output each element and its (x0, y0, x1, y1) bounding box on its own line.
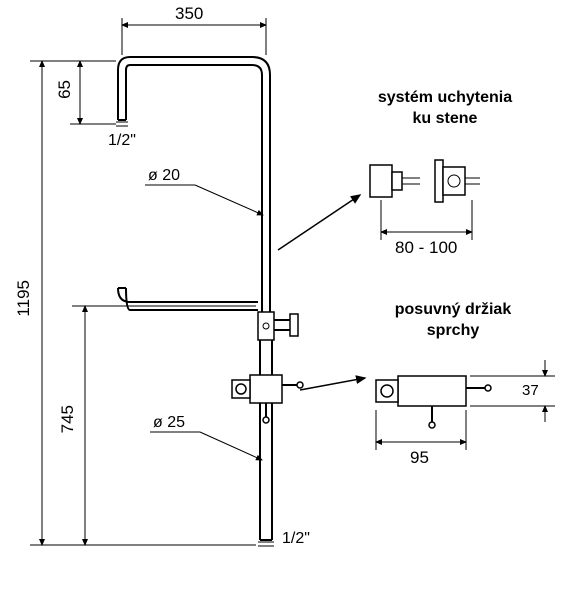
dim-65 (70, 61, 116, 124)
dia25-label: ø 25 (153, 414, 185, 432)
wall-mount-detail (370, 160, 480, 240)
leader-dia25 (150, 432, 262, 460)
holder-title-line1: posuvný držiak (395, 301, 511, 318)
arrow-to-holder (300, 378, 365, 390)
slider-holder-main (232, 375, 303, 423)
leader-dia20 (145, 185, 263, 215)
dim-350-label: 350 (175, 4, 203, 24)
arrow-to-mount (278, 195, 360, 250)
thread-top-label: 1/2" (108, 132, 136, 150)
mount-title-line2: ku stene (413, 110, 478, 127)
thread-bottom-label: 1/2" (282, 530, 310, 548)
slider-holder-detail (376, 360, 555, 450)
dim-1195-label: 1195 (14, 280, 34, 317)
mount-title-line1: systém uchytenia (378, 89, 512, 106)
dim-95-label: 95 (410, 448, 429, 468)
dim-mount-range: 80 - 100 (395, 238, 457, 258)
dia20-label: ø 20 (148, 167, 180, 185)
diverter-valve (258, 312, 298, 340)
dim-745-label: 745 (58, 405, 78, 433)
dim-65-label: 65 (55, 80, 75, 99)
lower-spout (118, 288, 258, 310)
dim-37-label: 37 (522, 382, 539, 399)
holder-title-line2: sprchy (427, 322, 479, 339)
mount-title: systém uchytenia ku stene (365, 88, 525, 130)
holder-title: posuvný držiak sprchy (378, 300, 528, 342)
